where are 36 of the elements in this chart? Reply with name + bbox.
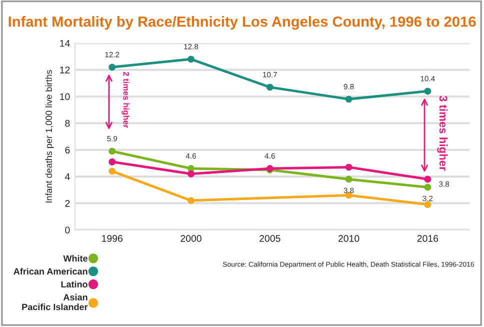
point <box>108 168 116 175</box>
point <box>188 197 194 204</box>
y-tick-label: 6 <box>65 146 70 154</box>
y-tick-label: 8 <box>65 120 70 127</box>
y-tick-label: 4 <box>64 173 70 180</box>
point <box>266 84 274 91</box>
y-tick-label: 14 <box>60 40 70 47</box>
point <box>345 176 352 183</box>
point <box>424 176 432 183</box>
x-tick-label: 1996 <box>102 235 122 242</box>
x-tick-label: 2005 <box>260 235 280 242</box>
legend-label: Asian Pacific Islander <box>22 294 88 310</box>
legend-label: African American <box>14 268 88 275</box>
y-tick-label: 12 <box>60 66 70 74</box>
point <box>345 164 352 171</box>
annotation: 3 times higher <box>437 96 448 171</box>
x-tick-label: 2016 <box>417 235 438 242</box>
point <box>345 96 352 103</box>
y-axis-title: Infant deaths per 1,000 live births <box>45 70 54 202</box>
point <box>424 184 432 191</box>
point <box>188 170 194 178</box>
y-tick-label: 10 <box>60 93 70 100</box>
point <box>188 56 194 63</box>
point <box>424 88 432 95</box>
point <box>108 148 116 155</box>
y-tick-label: 0 <box>65 226 70 234</box>
legend-label: Latino <box>61 280 88 288</box>
point <box>108 158 116 166</box>
annotation: 2 times higher <box>122 72 130 128</box>
point <box>424 201 432 208</box>
point <box>108 64 116 71</box>
y-tick-label: 2 <box>65 200 70 207</box>
chart-title: Infant Mortality by Race/Ethnicity Los Angeles County, 1996 to 2016 <box>8 16 476 30</box>
x-tick-label: 2000 <box>180 235 202 242</box>
legend-label: White <box>63 255 88 262</box>
x-tick-label: 2010 <box>338 235 360 242</box>
